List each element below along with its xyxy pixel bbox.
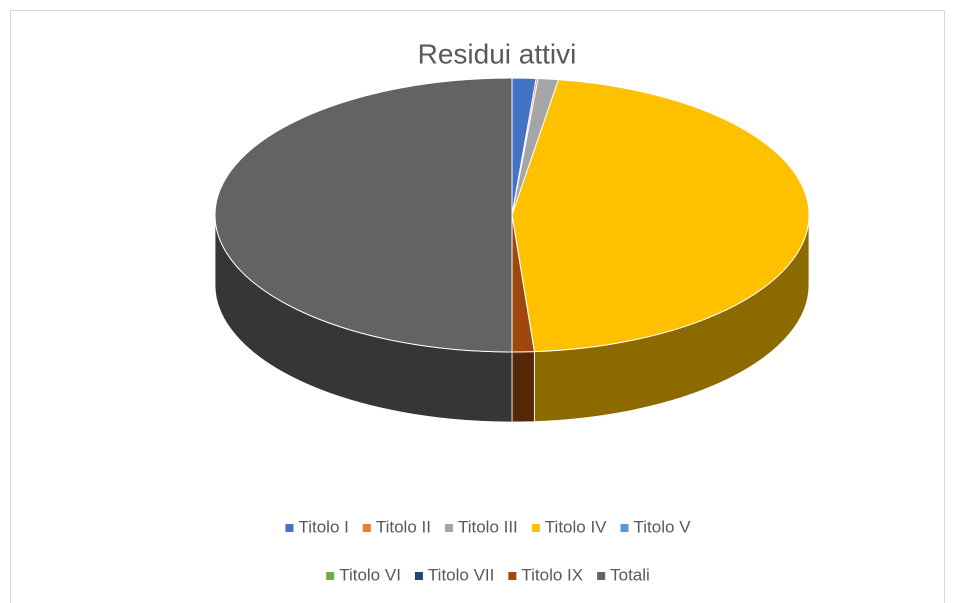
chart-title: Residui attivi	[418, 38, 577, 69]
legend-swatch	[444, 524, 453, 532]
legend-swatch	[362, 524, 371, 532]
legend-label: Titolo VI	[339, 565, 401, 584]
pie-slice	[511, 79, 810, 353]
legend-label: Titolo III	[458, 517, 518, 536]
legend-label: Titolo II	[376, 517, 431, 536]
legend-swatch	[326, 572, 335, 580]
legend-swatch	[508, 572, 517, 580]
legend-swatch	[597, 572, 606, 580]
pie-slice-side	[511, 351, 535, 423]
legend-label: Totali	[610, 565, 650, 584]
legend-swatch	[531, 524, 540, 532]
legend-row: Titolo VI Titolo VII Titolo IX Totali	[326, 565, 650, 584]
legend-swatch	[285, 524, 294, 532]
legend-row: Titolo I Titolo II Titolo III Titolo IV Tito…	[285, 517, 691, 536]
legend-label: Titolo V	[634, 517, 692, 536]
legend-label: Titolo I	[298, 517, 348, 536]
pie-slice	[214, 77, 513, 353]
legend-swatch	[414, 572, 423, 580]
legend-label: Titolo VII	[428, 565, 494, 584]
legend-label: Titolo IX	[521, 565, 583, 584]
legend-label: Titolo IV	[545, 517, 607, 536]
legend-swatch	[620, 524, 629, 532]
